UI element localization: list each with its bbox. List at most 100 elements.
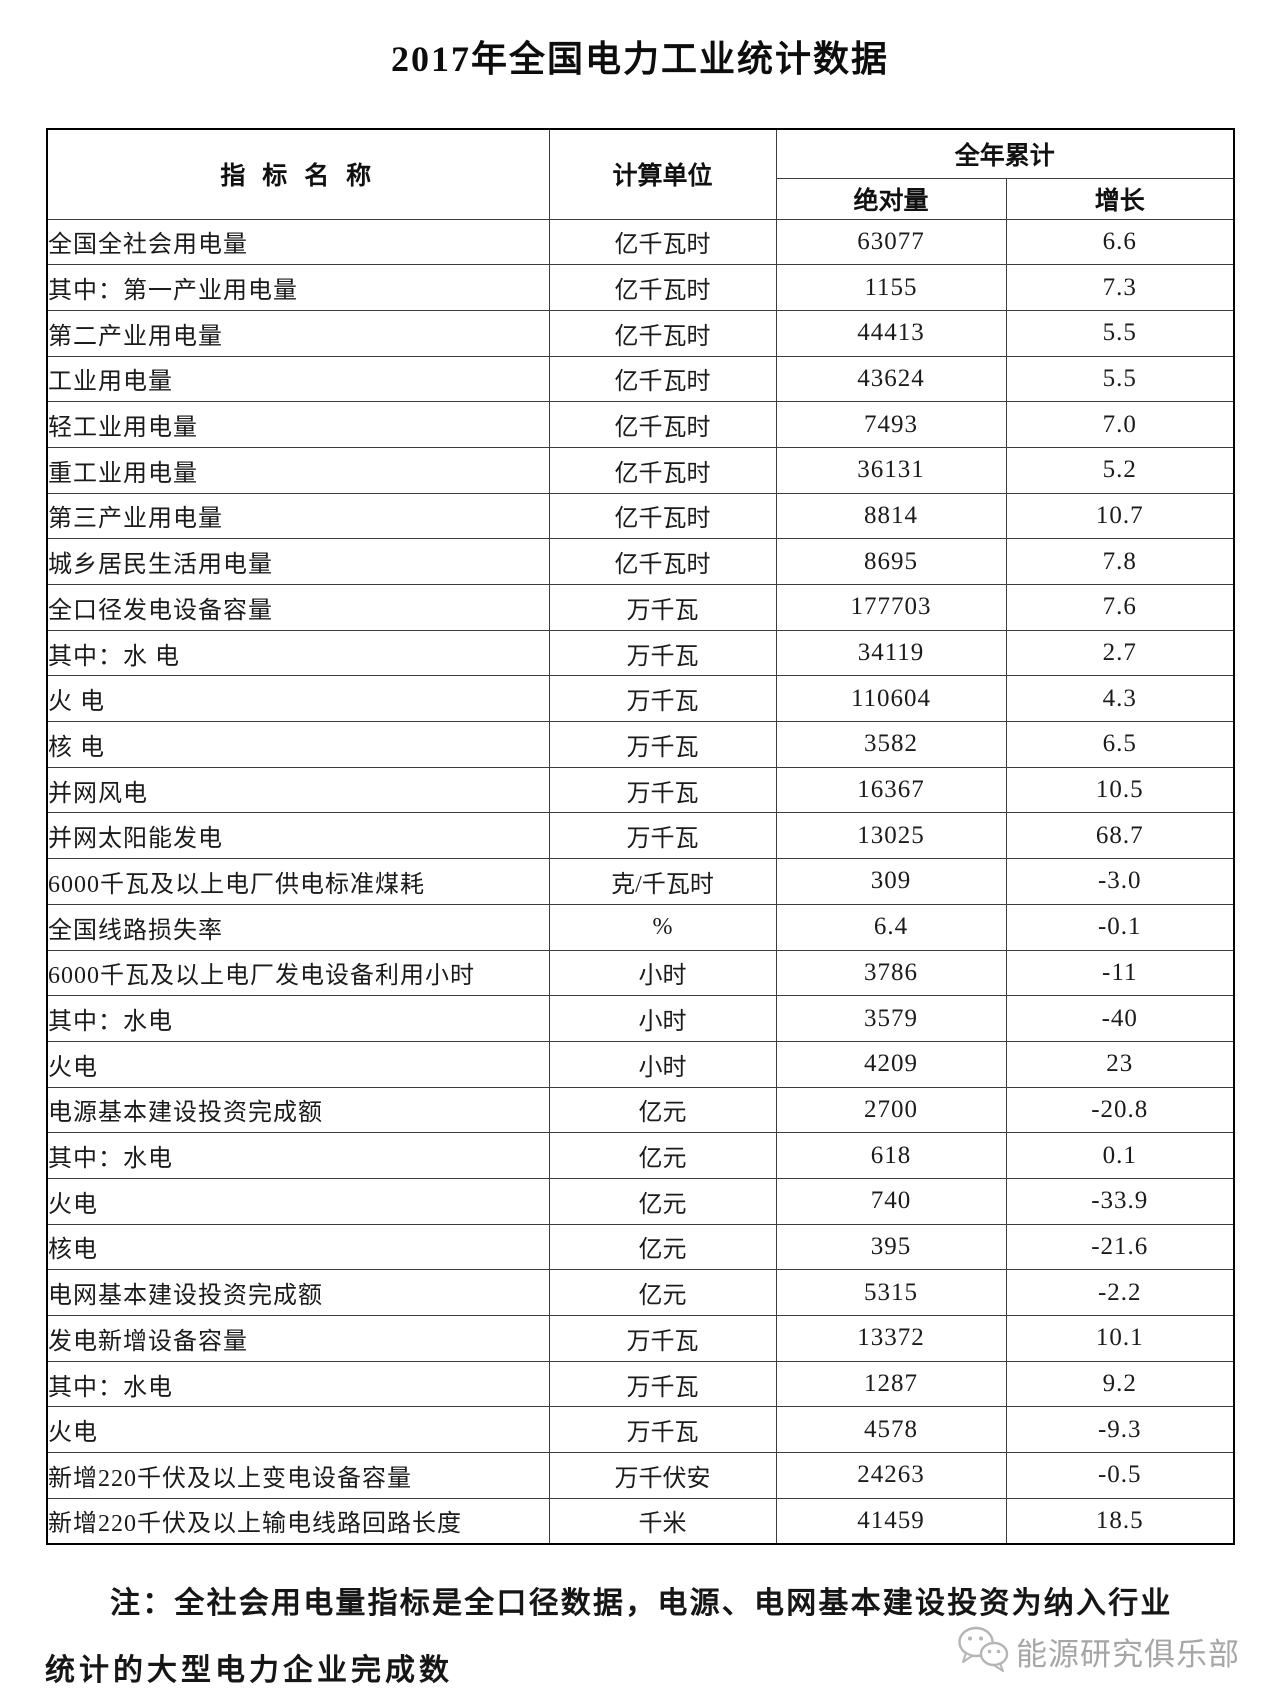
indicator-name-cell: 其中：水电 (46, 1132, 550, 1179)
table-row: 火电 小时 4209 23 (46, 1040, 1235, 1088)
growth-value-cell: 7.6 (1005, 584, 1235, 631)
absolute-value-cell: 395 (775, 1223, 1007, 1271)
unit-cell: 小时 (548, 949, 777, 997)
growth-value-cell: 7.3 (1005, 264, 1235, 311)
absolute-value-cell: 618 (775, 1132, 1007, 1179)
table-row: 其中：水电 万千瓦 1287 9.2 (46, 1360, 1235, 1408)
indicator-name-cell: 发电新增设备容量 (46, 1315, 550, 1362)
table-row: 城乡居民生活用电量 亿千瓦时 8695 7.8 (46, 538, 1235, 585)
indicator-name-cell: 新增220千伏及以上输电线路回路长度 (46, 1497, 550, 1545)
growth-value-cell: 23 (1005, 1040, 1235, 1088)
table-row: 第二产业用电量 亿千瓦时 44413 5.5 (46, 309, 1235, 357)
header-indicator-name: 指 标 名 称 (46, 128, 550, 220)
growth-value-cell: -40 (1005, 995, 1235, 1042)
growth-value-cell: -9.3 (1005, 1406, 1235, 1454)
growth-value-cell: 18.5 (1005, 1497, 1235, 1545)
table-row: 第三产业用电量 亿千瓦时 8814 10.7 (46, 492, 1235, 540)
unit-cell: 小时 (548, 1040, 777, 1088)
unit-cell: 亿千瓦时 (548, 309, 777, 357)
unit-cell: 亿元 (548, 1132, 777, 1179)
table-row: 轻工业用电量 亿千瓦时 7493 7.0 (46, 401, 1235, 448)
indicator-name-cell: 全口径发电设备容量 (46, 584, 550, 631)
table-row: 火电 亿元 740 -33.9 (46, 1177, 1235, 1225)
table-row: 工业用电量 亿千瓦时 43624 5.5 (46, 355, 1235, 403)
page-title: 2017年全国电力工业统计数据 (390, 39, 889, 79)
table-row: 火电 万千瓦 4578 -9.3 (46, 1406, 1235, 1454)
absolute-value-cell: 6.4 (775, 903, 1007, 951)
unit-cell: 亿元 (548, 1223, 777, 1271)
growth-value-cell: -3.0 (1005, 858, 1235, 905)
growth-value-cell: -21.6 (1005, 1223, 1235, 1271)
absolute-value-cell: 4578 (775, 1406, 1007, 1454)
unit-cell: 小时 (548, 995, 777, 1042)
indicator-name-cell: 重工业用电量 (46, 446, 550, 494)
absolute-value-cell: 5315 (775, 1269, 1007, 1316)
indicator-name-cell: 火电 (46, 1040, 550, 1088)
header-absolute-value: 绝对量 (775, 177, 1007, 220)
growth-value-cell: -11 (1005, 949, 1235, 997)
unit-cell: 亿元 (548, 1086, 777, 1134)
indicator-name-cell: 火 电 (46, 675, 550, 723)
indicator-name-cell: 其中：水电 (46, 1360, 550, 1408)
unit-cell: 克/千瓦时 (548, 858, 777, 905)
absolute-value-cell: 13025 (775, 812, 1007, 860)
growth-value-cell: 10.5 (1005, 766, 1235, 814)
unit-cell: 亿元 (548, 1269, 777, 1316)
growth-value-cell: -0.5 (1005, 1452, 1235, 1499)
unit-cell: 万千伏安 (548, 1452, 777, 1499)
absolute-value-cell: 16367 (775, 766, 1007, 814)
growth-value-cell: 5.5 (1005, 355, 1235, 403)
unit-cell: 万千瓦 (548, 766, 777, 814)
indicator-name-cell: 电源基本建设投资完成额 (46, 1086, 550, 1134)
table-row: 全国线路损失率 % 6.4 -0.1 (46, 903, 1235, 951)
growth-value-cell: 0.1 (1005, 1132, 1235, 1179)
indicator-name-cell: 新增220千伏及以上变电设备容量 (46, 1452, 550, 1499)
table-row: 电源基本建设投资完成额 亿元 2700 -20.8 (46, 1086, 1235, 1134)
indicator-name-cell: 并网太阳能发电 (46, 812, 550, 860)
absolute-value-cell: 43624 (775, 355, 1007, 403)
indicator-name-cell: 工业用电量 (46, 355, 550, 403)
absolute-value-cell: 7493 (775, 401, 1007, 448)
absolute-value-cell: 2700 (775, 1086, 1007, 1134)
indicator-name-cell: 电网基本建设投资完成额 (46, 1269, 550, 1316)
table-row: 全口径发电设备容量 万千瓦 177703 7.6 (46, 584, 1235, 631)
growth-value-cell: 5.5 (1005, 309, 1235, 357)
unit-cell: 亿千瓦时 (548, 355, 777, 403)
indicator-name-cell: 第三产业用电量 (46, 492, 550, 540)
table-row: 其中：第一产业用电量 亿千瓦时 1155 7.3 (46, 264, 1235, 311)
watermark: 能源研究俱乐部 (956, 1624, 1240, 1679)
growth-value-cell: 4.3 (1005, 675, 1235, 723)
unit-cell: 亿千瓦时 (548, 446, 777, 494)
absolute-value-cell: 4209 (775, 1040, 1007, 1088)
growth-value-cell: 6.5 (1005, 721, 1235, 768)
growth-value-cell: 10.1 (1005, 1315, 1235, 1362)
unit-cell: 万千瓦 (548, 675, 777, 723)
table-row: 其中：水 电 万千瓦 34119 2.7 (46, 629, 1235, 677)
absolute-value-cell: 309 (775, 858, 1007, 905)
table-row: 并网风电 万千瓦 16367 10.5 (46, 766, 1235, 814)
unit-cell: 千米 (548, 1497, 777, 1545)
absolute-value-cell: 24263 (775, 1452, 1007, 1499)
table-row: 其中：水电 亿元 618 0.1 (46, 1132, 1235, 1179)
table-row: 核电 亿元 395 -21.6 (46, 1223, 1235, 1271)
indicator-name-cell: 6000千瓦及以上电厂供电标准煤耗 (46, 858, 550, 905)
table-row: 重工业用电量 亿千瓦时 36131 5.2 (46, 446, 1235, 494)
footnote-line-2: 统计的大型电力企业完成数 (45, 1654, 453, 1687)
growth-value-cell: -2.2 (1005, 1269, 1235, 1316)
growth-value-cell: 7.0 (1005, 401, 1235, 448)
indicator-name-cell: 核 电 (46, 721, 550, 768)
unit-cell: 万千瓦 (548, 584, 777, 631)
unit-cell: 亿千瓦时 (548, 492, 777, 540)
growth-value-cell: 7.8 (1005, 538, 1235, 585)
table-header: 指 标 名 称 计算单位 全年累计 绝对量 增长 (46, 128, 1235, 220)
indicator-name-cell: 火电 (46, 1177, 550, 1225)
indicator-name-cell: 核电 (46, 1223, 550, 1271)
indicator-name-cell: 第二产业用电量 (46, 309, 550, 357)
unit-cell: 万千瓦 (548, 1406, 777, 1454)
unit-cell: 亿千瓦时 (548, 218, 777, 266)
indicator-name-cell: 轻工业用电量 (46, 401, 550, 448)
table-row: 其中：水电 小时 3579 -40 (46, 995, 1235, 1042)
unit-cell: 万千瓦 (548, 812, 777, 860)
unit-cell: 亿元 (548, 1177, 777, 1225)
watermark-label: 能源研究俱乐部 (1016, 1637, 1240, 1672)
